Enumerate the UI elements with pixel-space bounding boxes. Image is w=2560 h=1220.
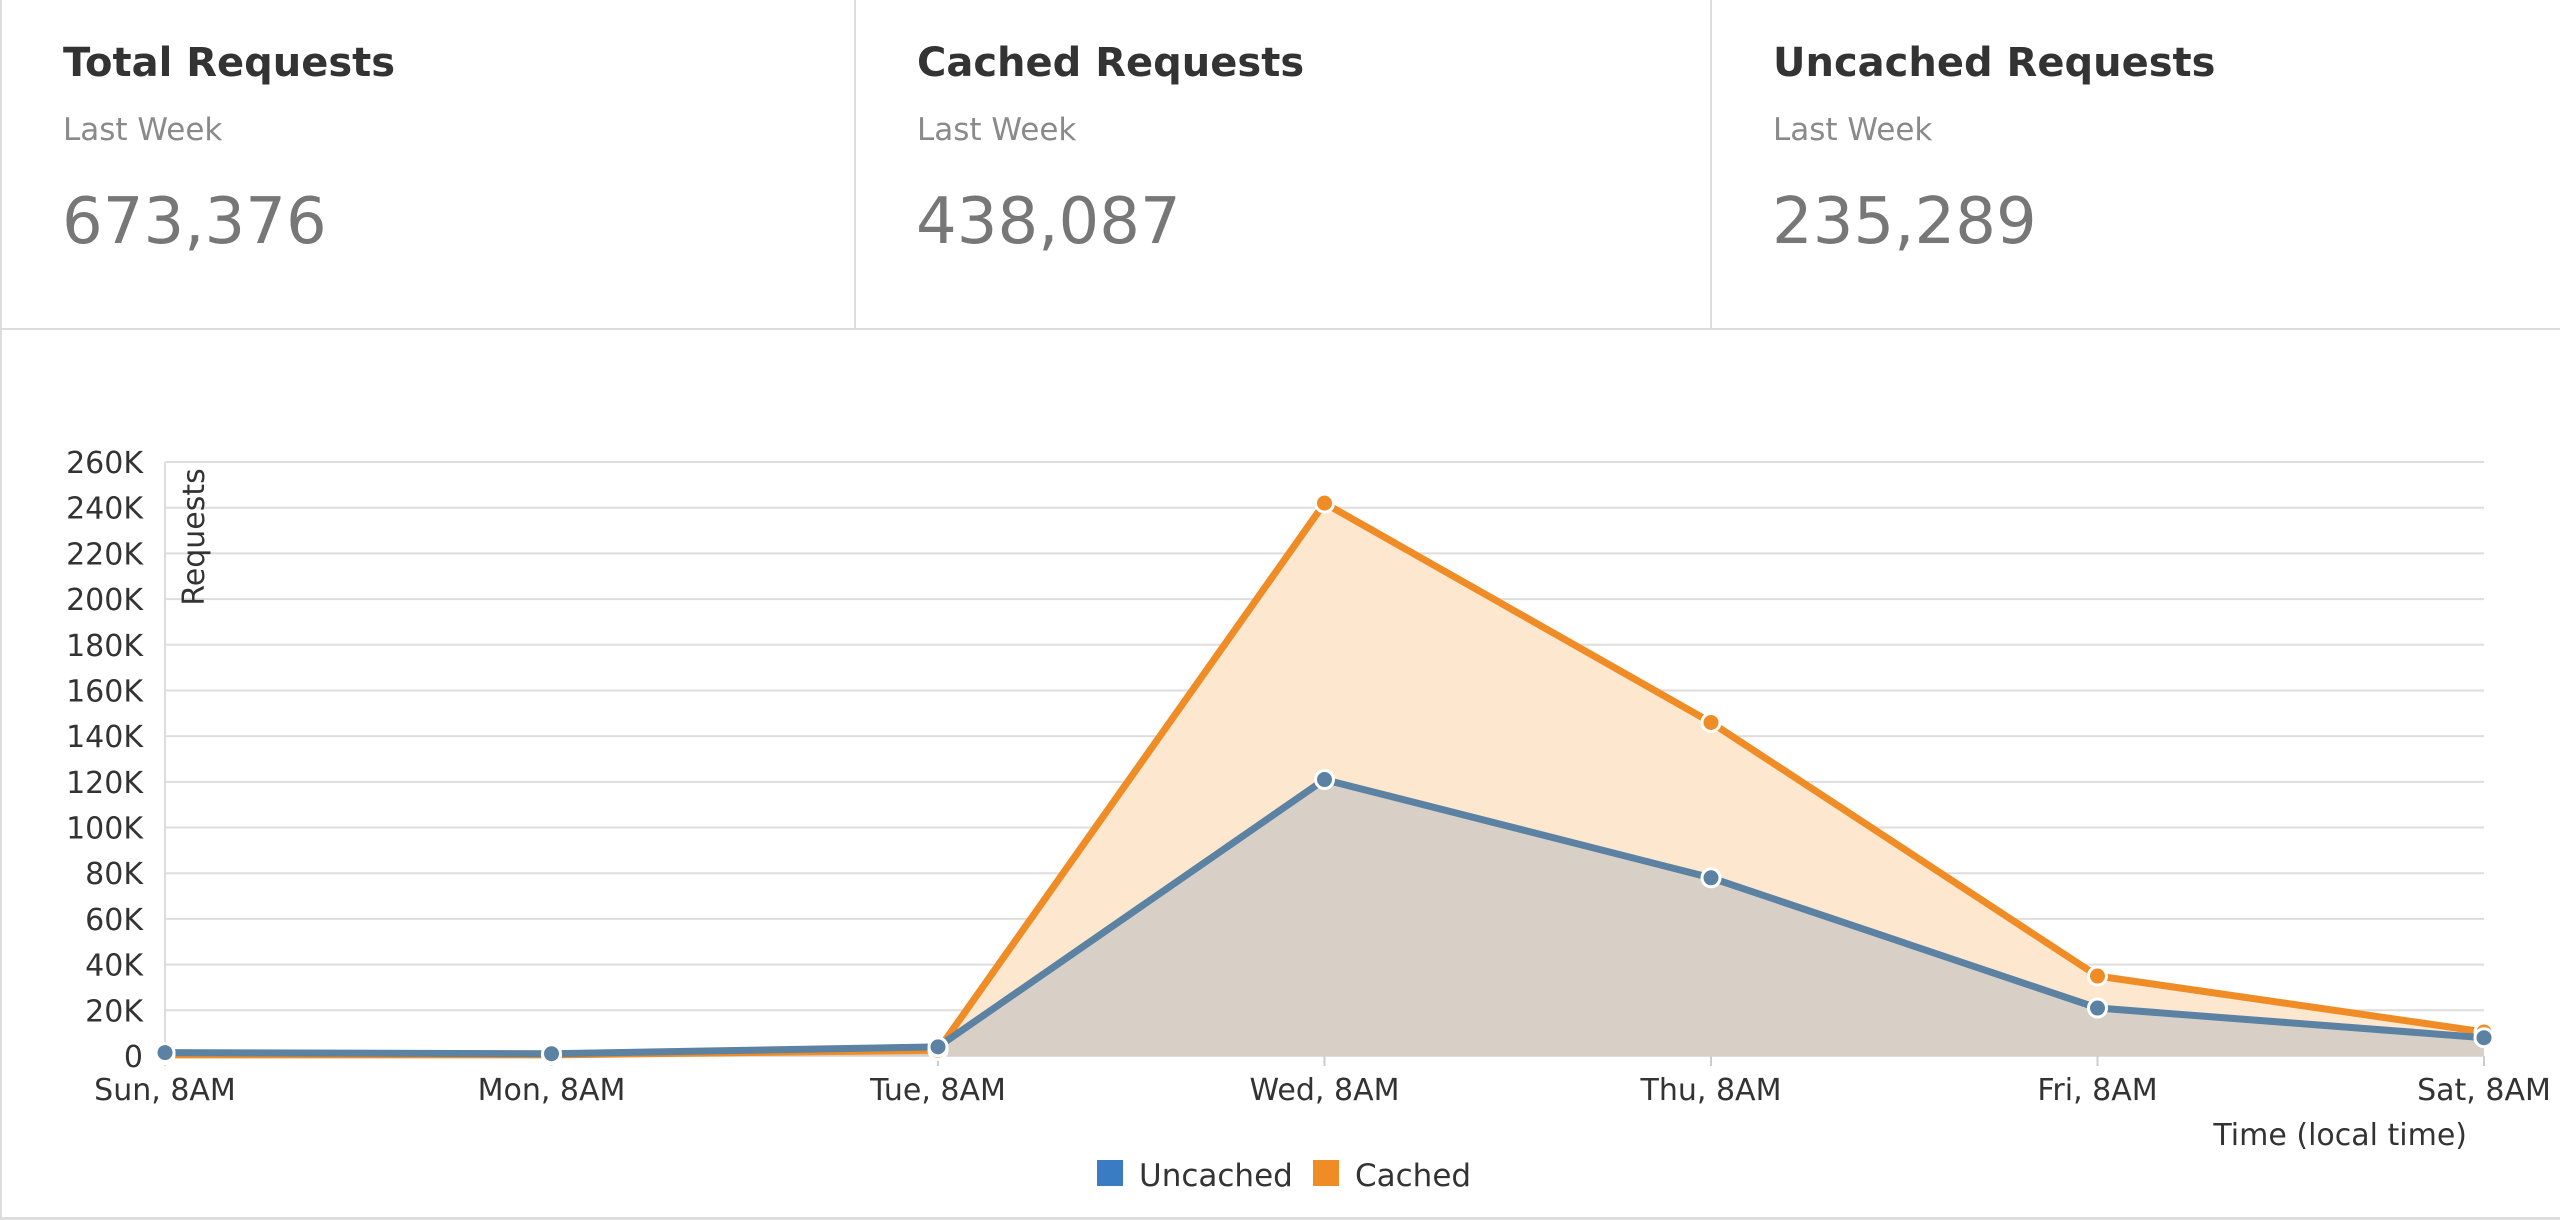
- point-uncached[interactable]: [1700, 867, 1722, 889]
- stat-period: Last Week: [917, 112, 1077, 148]
- stat-value: 235,289: [1772, 185, 2037, 259]
- y-tick-label: 0: [124, 1040, 143, 1075]
- y-axis-title: Requests: [177, 468, 212, 606]
- stat-title: Uncached Requests: [1773, 40, 2216, 86]
- y-tick-label: 160K: [66, 674, 144, 709]
- x-tick-label: Wed, 8AM: [1250, 1073, 1400, 1108]
- point-uncached[interactable]: [927, 1036, 949, 1058]
- stat-card-uncached: Uncached Requests Last Week 235,289: [1712, 0, 2560, 328]
- point-layer: [154, 492, 2495, 1066]
- stat-title: Cached Requests: [917, 40, 1305, 86]
- y-tick-label: 140K: [66, 720, 144, 755]
- x-tick-label: Sat, 8AM: [2417, 1073, 2551, 1108]
- point-uncached[interactable]: [541, 1043, 562, 1065]
- stat-card-total: Total Requests Last Week 673,376: [2, 0, 856, 328]
- point-uncached[interactable]: [2473, 1027, 2495, 1049]
- requests-area-chart: 0 20K 40K 60K 80K 100K 120K 140K 160K 180K 200K 220…: [66, 446, 2551, 1194]
- point-cached[interactable]: [1700, 711, 1722, 733]
- stat-value: 438,087: [916, 185, 1181, 259]
- y-tick-label: 20K: [85, 994, 144, 1029]
- x-tick-label: Tue, 8AM: [869, 1073, 1006, 1108]
- legend-swatch-cached[interactable]: [1313, 1160, 1339, 1186]
- y-tick-label: 180K: [66, 629, 144, 664]
- stat-value: 673,376: [62, 185, 327, 259]
- x-tick-label: Fri, 8AM: [2037, 1073, 2157, 1108]
- legend-swatch-uncached[interactable]: [1097, 1160, 1123, 1186]
- x-axis-title: Time (local time): [2212, 1118, 2467, 1153]
- y-tick-label: 260K: [66, 446, 144, 481]
- stat-title: Total Requests: [63, 40, 396, 86]
- label-layer: 0 20K 40K 60K 80K 100K 120K 140K 160K 180K 200K 220…: [66, 446, 2551, 1108]
- point-cached[interactable]: [1314, 492, 1335, 514]
- point-uncached[interactable]: [2087, 997, 2108, 1019]
- y-tick-label: 120K: [66, 766, 144, 801]
- stat-period: Last Week: [1773, 112, 1933, 148]
- stats-row: Total Requests Last Week 673,376 Cached …: [0, 0, 2560, 330]
- stat-period: Last Week: [63, 112, 223, 148]
- point-cached[interactable]: [2087, 965, 2108, 987]
- legend: Uncached Cached: [1097, 1158, 1471, 1194]
- point-uncached[interactable]: [154, 1042, 176, 1064]
- y-tick-label: 220K: [66, 537, 144, 572]
- y-tick-label: 240K: [66, 492, 144, 527]
- legend-label-uncached[interactable]: Uncached: [1139, 1158, 1293, 1194]
- y-tick-label: 100K: [66, 812, 144, 847]
- stat-card-cached: Cached Requests Last Week 438,087: [856, 0, 1712, 328]
- y-tick-label: 40K: [85, 949, 144, 984]
- chart-panel: 0 20K 40K 60K 80K 100K 120K 140K 160K 180K 200K 220…: [0, 330, 2560, 1220]
- area-uncached: [165, 779, 2484, 1056]
- point-uncached[interactable]: [1314, 769, 1335, 791]
- x-tick-label: Mon, 8AM: [478, 1073, 626, 1108]
- x-tick-label: Thu, 8AM: [1640, 1073, 1782, 1108]
- y-tick-label: 80K: [85, 857, 144, 892]
- y-tick-label: 200K: [66, 583, 144, 618]
- legend-label-cached[interactable]: Cached: [1355, 1158, 1471, 1194]
- y-tick-label: 60K: [85, 903, 144, 938]
- x-tick-label: Sun, 8AM: [94, 1073, 236, 1108]
